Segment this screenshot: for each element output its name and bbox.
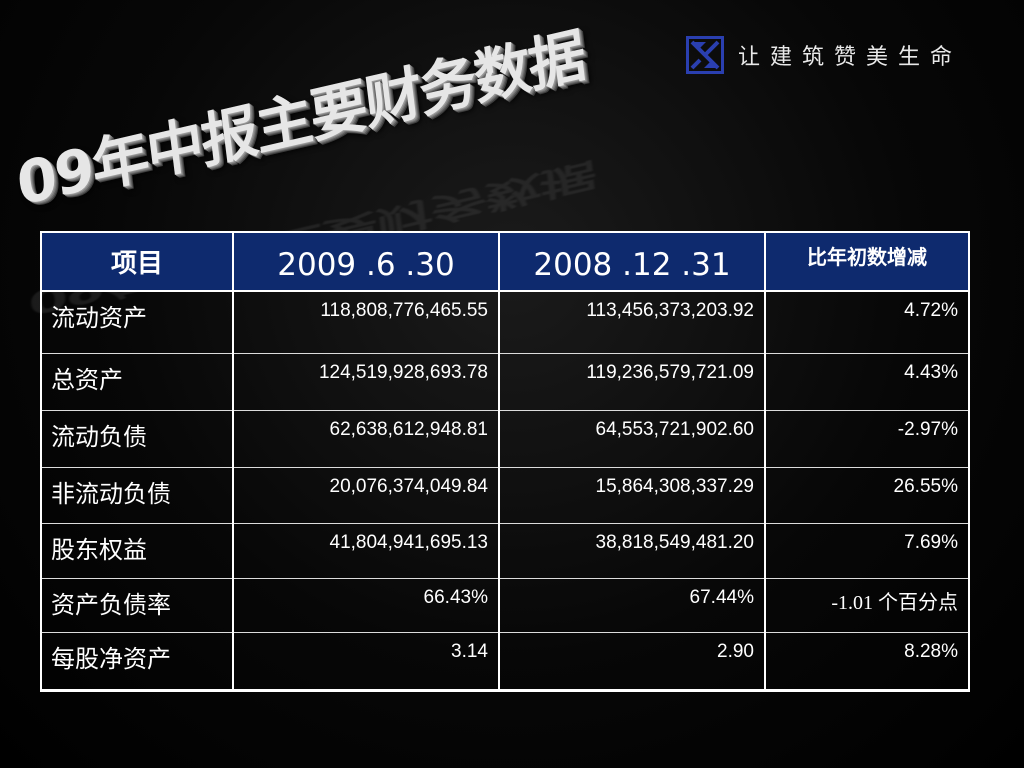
value-2008: 64,553,721,902.60 bbox=[498, 410, 766, 468]
change-value: 26.55% bbox=[764, 467, 970, 524]
change-value: 7.69% bbox=[764, 523, 970, 579]
value-2008: 67.44% bbox=[498, 578, 766, 633]
change-value: 4.43% bbox=[764, 353, 970, 411]
row-label: 总资产 bbox=[40, 353, 234, 411]
financial-data-table: 项目 2009 .6 .30 2008 .12 .31 比年初数增减 流动资产 … bbox=[40, 231, 970, 692]
header-change: 比年初数增减 bbox=[764, 231, 970, 292]
table-row: 资产负债率 66.43% 67.44% -1.01 个百分点 bbox=[40, 578, 970, 633]
row-label: 非流动负债 bbox=[40, 467, 234, 524]
change-value: 8.28% bbox=[764, 632, 970, 692]
value-2009: 124,519,928,693.78 bbox=[232, 353, 500, 411]
header-item: 项目 bbox=[40, 231, 234, 292]
table-row: 非流动负债 20,076,374,049.84 15,864,308,337.2… bbox=[40, 467, 970, 524]
title-area: 09年中报主要财务数据 09年中报主要财务数据 bbox=[13, 21, 596, 323]
value-2009: 66.43% bbox=[232, 578, 500, 633]
company-logo: 让建筑赞美生命 bbox=[686, 36, 962, 74]
table-row: 总资产 124,519,928,693.78 119,236,579,721.0… bbox=[40, 353, 970, 411]
change-value: -2.97% bbox=[764, 410, 970, 468]
value-2009: 118,808,776,465.55 bbox=[232, 291, 500, 354]
value-2009: 62,638,612,948.81 bbox=[232, 410, 500, 468]
row-label: 流动资产 bbox=[40, 291, 234, 354]
row-label: 每股净资产 bbox=[40, 632, 234, 692]
value-2008: 2.90 bbox=[498, 632, 766, 692]
change-value: 4.72% bbox=[764, 291, 970, 354]
table-row: 流动负债 62,638,612,948.81 64,553,721,902.60… bbox=[40, 410, 970, 468]
table-row: 每股净资产 3.14 2.90 8.28% bbox=[40, 632, 970, 692]
value-2008: 15,864,308,337.29 bbox=[498, 467, 766, 524]
logo-slogan: 让建筑赞美生命 bbox=[738, 45, 963, 70]
csc-logo-icon bbox=[686, 36, 724, 74]
row-label: 流动负债 bbox=[40, 410, 234, 468]
value-2009: 20,076,374,049.84 bbox=[232, 467, 500, 524]
table-row: 股东权益 41,804,941,695.13 38,818,549,481.20… bbox=[40, 523, 970, 579]
row-label: 资产负债率 bbox=[40, 578, 234, 633]
header-2009: 2009 .6 .30 bbox=[232, 231, 500, 292]
value-2008: 113,456,373,203.92 bbox=[498, 291, 766, 354]
change-value: -1.01 个百分点 bbox=[764, 578, 970, 633]
header-2008: 2008 .12 .31 bbox=[498, 231, 766, 292]
row-label: 股东权益 bbox=[40, 523, 234, 579]
table-row: 流动资产 118,808,776,465.55 113,456,373,203.… bbox=[40, 291, 970, 354]
value-2009: 3.14 bbox=[232, 632, 500, 692]
value-2008: 38,818,549,481.20 bbox=[498, 523, 766, 579]
table-header-row: 项目 2009 .6 .30 2008 .12 .31 比年初数增减 bbox=[40, 231, 970, 292]
value-2008: 119,236,579,721.09 bbox=[498, 353, 766, 411]
value-2009: 41,804,941,695.13 bbox=[232, 523, 500, 579]
